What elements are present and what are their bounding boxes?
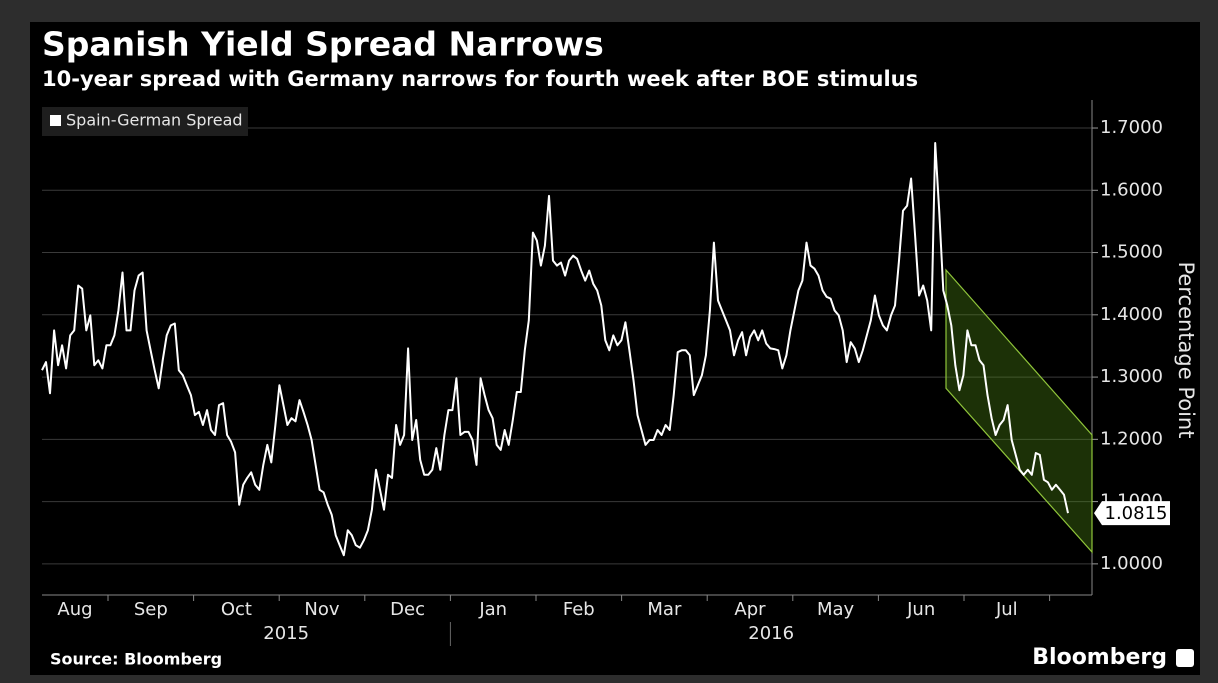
y-tick-label: 1.6000 — [1100, 179, 1163, 200]
x-tick-label: Oct — [221, 599, 252, 620]
brand: Bloomberg — [1032, 645, 1167, 670]
legend-box — [42, 107, 248, 136]
y-tick-label: 1.4000 — [1100, 304, 1163, 325]
legend-label: Spain-German Spread — [66, 111, 243, 130]
trend-channel — [945, 268, 1093, 554]
x-tick-label: Jun — [906, 599, 935, 620]
brand-icon — [1176, 649, 1194, 667]
x-tick-label: Sep — [134, 599, 168, 620]
y-tick-label: 1.7000 — [1100, 117, 1163, 138]
x-tick-label: Jan — [478, 599, 507, 620]
y-tick-label: 1.5000 — [1100, 242, 1163, 263]
series-line — [41, 142, 1069, 557]
chart-subtitle: 10-year spread with Germany narrows for … — [42, 67, 918, 91]
x-year-label: 2016 — [748, 623, 794, 644]
last-value-label: 1.0815 — [1105, 503, 1168, 524]
chart-title: Spanish Yield Spread Narrows — [42, 25, 604, 64]
last-value-tag — [1094, 501, 1170, 526]
x-tick-label: May — [817, 599, 855, 620]
x-year-label: 2015 — [263, 623, 309, 644]
x-tick-label: Feb — [563, 599, 595, 620]
x-tick-label: Jul — [995, 599, 1018, 620]
x-tick-label: Mar — [647, 599, 682, 620]
source: Source: Bloomberg — [50, 650, 222, 669]
x-tick-label: Dec — [390, 599, 425, 620]
x-tick-label: Aug — [57, 599, 92, 620]
x-tick-label: Nov — [304, 599, 339, 620]
x-tick-label: Apr — [734, 599, 766, 620]
y-tick-label: 1.0000 — [1100, 553, 1163, 574]
y-axis-label: Percentage Point — [1174, 262, 1198, 439]
y-tick-label: 1.3000 — [1100, 366, 1163, 387]
legend-swatch — [50, 115, 61, 126]
y-tick-label: 1.2000 — [1100, 428, 1163, 449]
